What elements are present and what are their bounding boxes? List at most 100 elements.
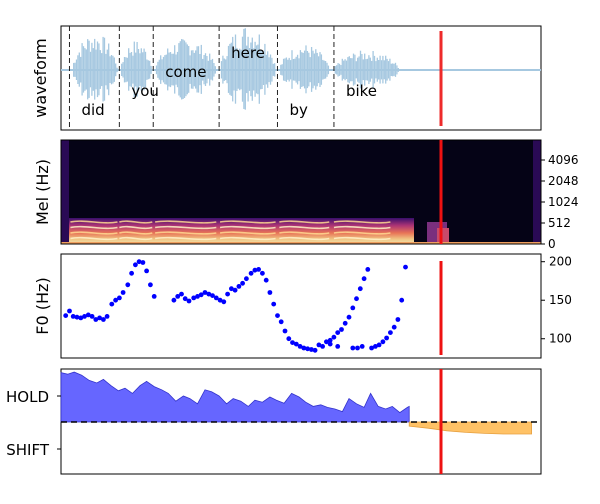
f0-point xyxy=(399,297,405,303)
f0-point xyxy=(282,328,288,334)
f0-point xyxy=(175,294,181,299)
f0-point xyxy=(376,342,382,348)
f0-point xyxy=(198,292,204,298)
f0-point xyxy=(339,327,344,332)
f0-point xyxy=(113,297,118,303)
mel-harmonic-4-3 xyxy=(279,236,330,241)
f0-point xyxy=(217,297,223,303)
f0-point xyxy=(263,277,269,283)
f0-point xyxy=(101,317,106,322)
f0-point xyxy=(388,330,393,335)
f0-point xyxy=(305,346,310,352)
mel-harmonic-1-0 xyxy=(119,220,153,224)
f0-point xyxy=(120,290,126,295)
mel-harmonic-5-0 xyxy=(333,220,391,224)
mel-harmonic-1-3 xyxy=(119,236,153,241)
mel-ytick-512: 512 xyxy=(548,216,571,230)
f0-point xyxy=(293,341,299,347)
f0-ytick-150: 150 xyxy=(549,293,572,307)
mel-ytick-2048: 2048 xyxy=(548,174,579,188)
waveform-ylabel: waveform xyxy=(31,38,50,118)
f0-point xyxy=(195,294,200,299)
f0-point xyxy=(151,294,157,299)
f0-point xyxy=(357,286,363,292)
f0-point xyxy=(202,290,208,295)
f0-axes-frame xyxy=(60,253,542,359)
mel-harmonic-2-2 xyxy=(154,231,217,235)
f0-point xyxy=(391,324,397,330)
hold-area xyxy=(60,371,410,423)
f0-point xyxy=(359,344,365,349)
f0-point xyxy=(346,314,352,320)
mel-harmonic-0-0 xyxy=(70,220,118,224)
f0-yticks: 100 150 200 xyxy=(541,255,572,346)
word-boundaries xyxy=(68,26,335,130)
f0-point xyxy=(225,291,231,297)
f0-point xyxy=(136,259,142,265)
turn-panel: HOLD SHIFT xyxy=(6,368,542,475)
f0-point xyxy=(74,314,80,320)
f0-ytick-100: 100 xyxy=(549,332,572,346)
f0-point xyxy=(229,286,234,292)
f0-point xyxy=(70,314,76,319)
f0-ylabel: F0 (Hz) xyxy=(33,277,52,334)
f0-point xyxy=(109,301,115,307)
f0-points xyxy=(63,259,408,353)
f0-point xyxy=(369,345,374,351)
f0-point xyxy=(85,312,91,318)
mel-harmonics xyxy=(70,220,391,241)
f0-point xyxy=(248,270,254,276)
mel-ytick-0: 0 xyxy=(548,237,556,251)
waveform-signal xyxy=(61,28,541,110)
f0-point xyxy=(350,305,356,311)
f0-point xyxy=(236,284,242,289)
f0-point xyxy=(140,260,146,265)
f0-point xyxy=(365,267,371,272)
word-label-here: here xyxy=(231,44,265,62)
f0-point xyxy=(290,340,295,345)
mel-harmonic-4-0 xyxy=(279,220,330,224)
f0-point xyxy=(206,291,212,297)
mel-harmonic-1-2 xyxy=(119,231,153,235)
f0-point xyxy=(361,276,367,282)
f0-point xyxy=(312,347,318,353)
word-label-did: did xyxy=(81,101,104,119)
mel-harmonic-3-1 xyxy=(219,225,276,230)
f0-point xyxy=(93,317,99,322)
f0-point xyxy=(191,295,197,301)
f0-point xyxy=(297,344,303,349)
f0-point xyxy=(301,345,307,351)
f0-point xyxy=(89,314,95,319)
f0-point xyxy=(148,282,153,288)
f0-point xyxy=(213,295,219,301)
mel-harmonic-2-0 xyxy=(154,220,217,224)
f0-point xyxy=(354,296,359,302)
f0-point xyxy=(232,287,238,293)
f0-point xyxy=(252,267,258,273)
mel-ylabel: Mel (Hz) xyxy=(33,159,52,225)
mel-harmonic-0-3 xyxy=(70,236,118,241)
mel-yticks: 0 512 1024 2048 4096 xyxy=(541,153,579,251)
f0-point xyxy=(380,339,386,345)
f0-point xyxy=(384,335,389,341)
f0-point xyxy=(260,270,265,276)
turn-ytick-hold: HOLD xyxy=(6,388,49,406)
mel-harmonic-3-0 xyxy=(219,220,276,224)
mel-ytick-1024: 1024 xyxy=(548,195,579,209)
f0-point xyxy=(221,299,227,305)
f0-point xyxy=(271,301,277,307)
f0-point xyxy=(286,336,292,342)
f0-ytick-200: 200 xyxy=(549,255,572,269)
f0-point xyxy=(82,314,87,319)
mel-harmonic-3-3 xyxy=(219,236,276,241)
mel-right-edge xyxy=(533,140,541,244)
mel-harmonic-0-2 xyxy=(70,231,118,235)
f0-point xyxy=(350,345,356,351)
turn-ytick-shift: SHIFT xyxy=(6,441,50,459)
mel-harmonic-2-3 xyxy=(154,236,217,241)
f0-point xyxy=(278,319,284,325)
f0-point xyxy=(309,347,314,352)
mel-harmonic-2-1 xyxy=(154,225,217,230)
f0-point xyxy=(335,330,341,335)
